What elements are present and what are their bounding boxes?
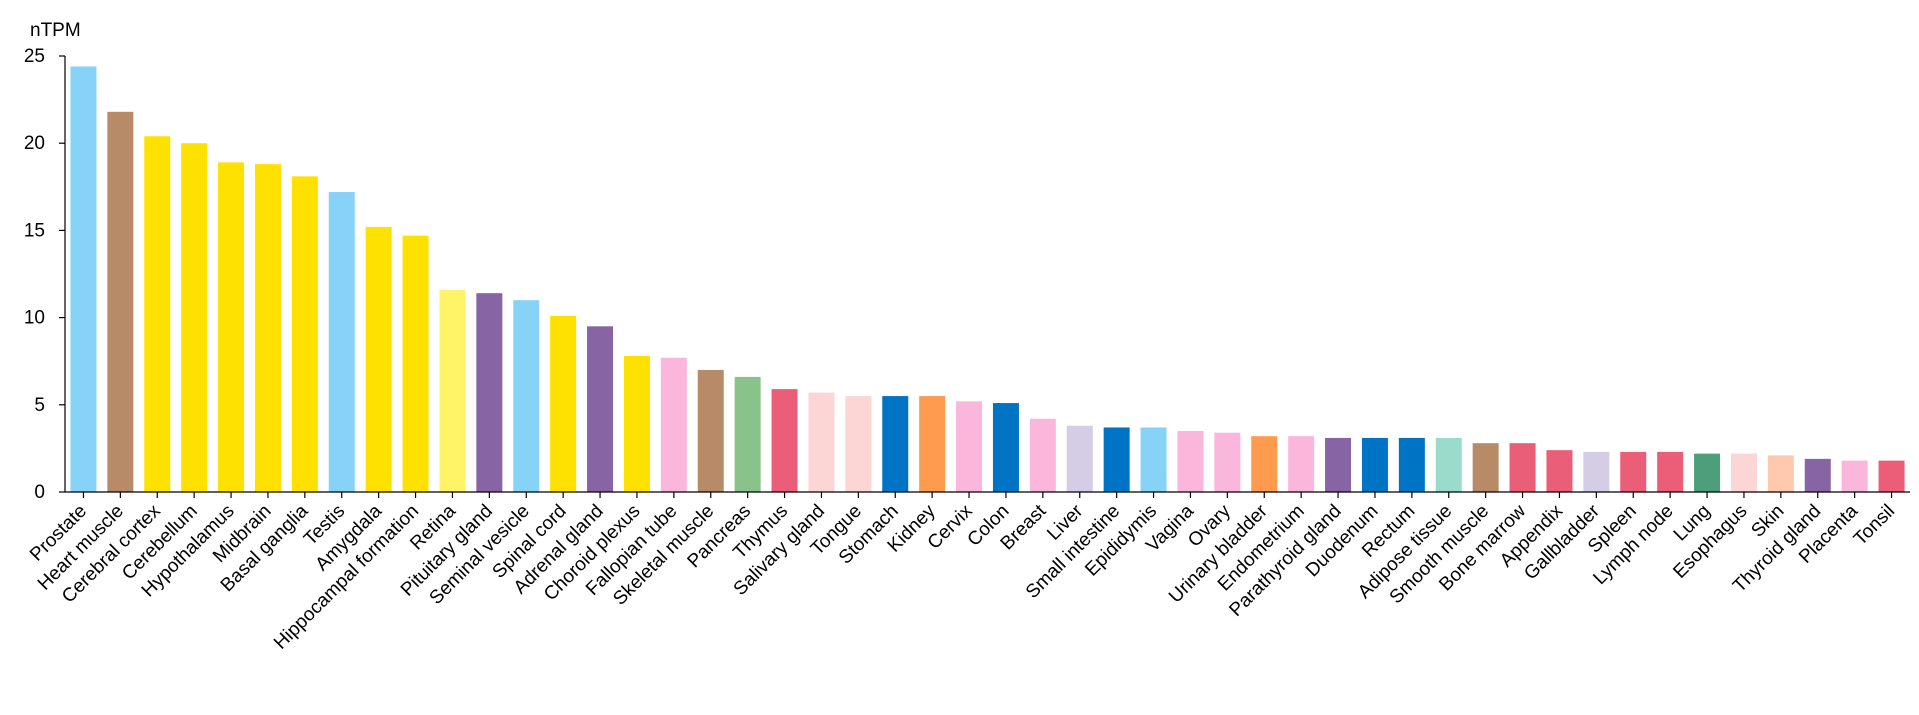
bar xyxy=(623,355,650,492)
bar xyxy=(1583,451,1610,492)
bar xyxy=(771,389,798,492)
y-tick-label: 0 xyxy=(34,482,45,503)
y-tick-label: 10 xyxy=(24,308,45,329)
bar xyxy=(1509,443,1536,492)
bar xyxy=(1103,427,1130,492)
bar xyxy=(1435,437,1462,492)
bar xyxy=(956,401,983,492)
bar xyxy=(107,111,134,493)
bar xyxy=(1694,453,1721,492)
bar xyxy=(660,357,687,492)
bar xyxy=(70,66,97,493)
bar xyxy=(218,162,245,492)
x-tick-label: Tonsil xyxy=(1850,501,1899,550)
bar xyxy=(328,192,355,493)
bar xyxy=(1620,451,1647,492)
bar xyxy=(1804,458,1831,492)
bar xyxy=(845,396,872,492)
bar xyxy=(513,300,540,492)
bar xyxy=(476,293,503,492)
bar xyxy=(919,396,946,492)
bar xyxy=(1029,418,1056,492)
bar xyxy=(1325,437,1352,492)
bar xyxy=(882,396,909,492)
bar xyxy=(291,176,318,492)
bar xyxy=(1214,432,1241,492)
bar xyxy=(1546,450,1573,492)
bar xyxy=(1730,453,1757,492)
bar xyxy=(402,235,429,492)
bar xyxy=(1657,451,1684,492)
bar xyxy=(1361,437,1388,492)
bar xyxy=(587,326,614,492)
bars-group xyxy=(70,66,1905,493)
bar xyxy=(1177,430,1204,492)
bar xyxy=(808,392,835,492)
bar xyxy=(181,143,208,492)
y-tick-label: 25 xyxy=(24,46,45,67)
bar xyxy=(1251,436,1278,492)
bar xyxy=(1767,455,1794,492)
bar xyxy=(697,369,724,492)
bar xyxy=(1140,427,1167,492)
bar xyxy=(1398,437,1425,492)
bar xyxy=(1288,436,1315,492)
bar xyxy=(1878,460,1905,492)
bar xyxy=(550,315,577,492)
bar xyxy=(734,376,761,492)
y-tick-label: 5 xyxy=(34,395,45,416)
bar xyxy=(1841,460,1868,492)
bar xyxy=(1066,425,1093,492)
y-axis-label: nTPM xyxy=(30,20,81,41)
y-tick-label: 15 xyxy=(24,220,45,241)
bar xyxy=(365,226,392,493)
bar xyxy=(254,164,281,493)
bar xyxy=(439,289,466,492)
y-axis: 0 5 10 15 20 25 xyxy=(24,46,66,503)
bar xyxy=(144,136,171,492)
bar xyxy=(1472,443,1499,492)
y-tick-label: 20 xyxy=(24,133,45,154)
bar xyxy=(992,403,1019,492)
